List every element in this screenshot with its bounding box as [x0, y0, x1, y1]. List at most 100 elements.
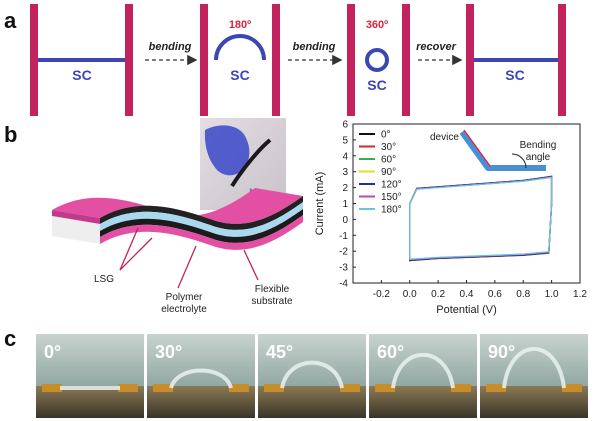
clamp-left	[153, 384, 173, 392]
y-axis-label: Current (mA)	[314, 172, 326, 236]
x-tick-label: 1.0	[545, 289, 559, 300]
electrode-left	[347, 4, 355, 116]
bending-photo: 0°	[36, 334, 144, 418]
bending-photo: 30°	[147, 334, 255, 418]
cv-curve-150	[409, 176, 553, 261]
cv-curve-60	[409, 176, 553, 261]
leader-lsg-2	[119, 227, 139, 271]
y-tick-label: 0	[342, 215, 348, 226]
cv-chart: 6 5 4 3 2 1 0 -1 -2 -3 -4 -0.2 0.0 0.2 0.4 0.6 0.8 1.0 1.…	[314, 120, 587, 317]
label-electrolyte-1: Polymer	[166, 292, 203, 303]
sc-bent-360: 360º SC	[347, 4, 410, 116]
sc-label: SC	[367, 77, 386, 93]
clamp-left	[264, 384, 284, 392]
inset-bending-label-1: Bending	[520, 140, 557, 151]
arrow-label-bending-2: bending	[293, 41, 336, 53]
arrow-label-bending-1: bending	[149, 41, 192, 53]
x-tick-label: 0.2	[431, 289, 445, 300]
angle-label-360: 360º	[366, 19, 388, 31]
sc-label: SC	[230, 67, 249, 83]
flexible-device	[391, 352, 455, 389]
series-lines	[409, 175, 553, 262]
sc-label: SC	[72, 67, 91, 83]
leader-electrolyte	[177, 245, 197, 289]
bending-photo: 45°	[258, 334, 366, 418]
x-axis-label: Potential (V)	[436, 304, 497, 316]
legend-label: 30°	[381, 142, 396, 153]
y-tick-label: -2	[339, 247, 348, 258]
cv-curve-90	[409, 176, 553, 261]
y-tick-label: 1	[342, 199, 348, 210]
substrate-layer	[100, 215, 303, 250]
panel-label-a: a	[4, 8, 17, 33]
legend-label: 0°	[381, 130, 391, 141]
inset-device-strip	[459, 130, 546, 171]
photo-angle-label: 90°	[488, 342, 515, 362]
electrode-left	[200, 4, 208, 116]
x-tick-label: 0.4	[460, 289, 474, 300]
legend-label: 120°	[381, 180, 402, 191]
legend-label: 90°	[381, 167, 396, 178]
label-substrate-1: Flexible	[255, 284, 290, 295]
y-tick-label: 4	[342, 151, 348, 162]
bending-inset: device Bending angle	[430, 129, 557, 171]
sc-label: SC	[505, 67, 524, 83]
y-tick-label: 3	[342, 167, 348, 178]
bending-photo-strip: 0° 30° 45° 60° 90°	[36, 334, 588, 418]
photo-angle-label: 0°	[44, 342, 61, 362]
panel-a: a SC bending 180º SC bending 360º SC	[4, 4, 566, 116]
x-tick-label: 0.8	[516, 289, 530, 300]
electrode-right	[272, 4, 280, 116]
legend-label: 180°	[381, 205, 402, 216]
top-edge	[52, 210, 100, 224]
label-substrate-2: substrate	[251, 296, 293, 307]
leader-substrate	[243, 249, 259, 281]
y-tick-label: -4	[339, 279, 348, 290]
clamp-left	[375, 384, 395, 392]
electrode-left	[466, 4, 474, 116]
electrode-right	[125, 4, 133, 116]
clamp-left	[42, 384, 62, 392]
cv-curve-180	[409, 176, 553, 260]
panel-c: c 0° 30° 45° 60° 90°	[4, 326, 588, 418]
x-tick-label: 0.6	[488, 289, 502, 300]
inset-bending-label-2: angle	[526, 152, 551, 163]
inset-device-edge	[463, 129, 491, 167]
flexible-device	[280, 360, 344, 389]
label-lsg: LSG	[94, 274, 114, 285]
x-axis-ticks: -0.2 0.0 0.2 0.4 0.6 0.8 1.0 1.2	[373, 280, 587, 300]
sc-strip-loop	[365, 48, 389, 72]
sc-bent-180: 180º SC	[200, 4, 280, 116]
cv-curve-30	[409, 175, 553, 262]
clamp-right	[229, 384, 249, 392]
y-axis-ticks: 6 5 4 3 2 1 0 -1 -2 -3 -4	[339, 120, 356, 290]
panel-label-b: b	[4, 122, 17, 147]
y-tick-label: 2	[342, 183, 348, 194]
sc-strip-arc	[214, 34, 266, 61]
y-tick-label: -3	[339, 263, 348, 274]
layered-device-diagram: LSG Polymer electrolyte Flexible substra…	[52, 188, 303, 315]
y-tick-label: 6	[342, 120, 348, 131]
clamp-right	[118, 384, 138, 392]
clamp-right	[340, 384, 360, 392]
leader-lsg	[119, 237, 153, 271]
chart-legend: 0°30° 60°90° 120°150° 180°	[359, 130, 402, 216]
sc-flat-initial: SC	[30, 4, 133, 116]
legend-label: 60°	[381, 155, 396, 166]
photo-angle-label: 60°	[377, 342, 404, 362]
clamp-right	[451, 384, 471, 392]
inset-angle-arc	[511, 153, 527, 169]
flexible-device	[502, 347, 566, 389]
x-tick-label: 0.0	[403, 289, 417, 300]
flexible-device	[169, 368, 233, 389]
clamp-left	[486, 384, 506, 392]
arrow-label-recover: recover	[416, 41, 456, 53]
angle-label-180: 180º	[229, 19, 251, 31]
electrolyte-layer	[100, 202, 303, 237]
sc-flat-recovered: SC	[466, 4, 566, 116]
electrode-right	[402, 4, 410, 116]
bending-photo: 60°	[369, 334, 477, 418]
x-tick-label: -0.2	[373, 289, 391, 300]
flexible-film	[230, 138, 272, 188]
